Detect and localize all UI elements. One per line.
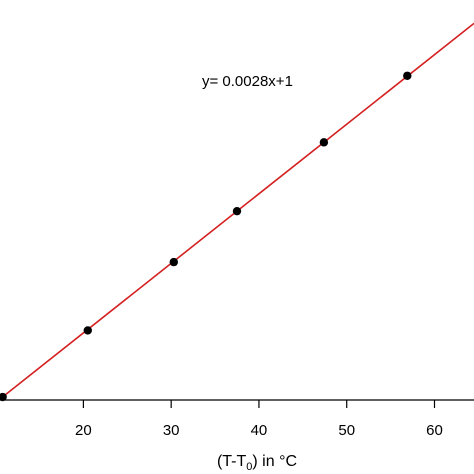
data-point-3: [169, 257, 178, 267]
x-tick-label-60: 60: [426, 422, 443, 439]
x-tick-label-50: 50: [338, 422, 355, 439]
x-axis-title-tail: ) in °C: [252, 453, 297, 470]
data-point-1: [0, 392, 7, 402]
x-axis-title-subscript: 0: [246, 461, 252, 473]
data-point-5: [319, 138, 329, 147]
data-point-4: [232, 206, 242, 216]
x-axis: 20 30 40 50 60: [0, 399, 474, 439]
x-tick-label-20: 20: [75, 422, 92, 439]
data-point-2: [83, 326, 92, 335]
data-point-6: [403, 71, 412, 80]
x-tick-label-30: 30: [163, 422, 180, 439]
x-axis-title-main: (T-T: [217, 453, 247, 470]
data-points: [0, 71, 412, 402]
equation-annotation: y= 0.0028x+1: [202, 73, 293, 90]
x-tick-label-40: 40: [251, 422, 268, 439]
x-axis-title: (T-T0) in °C: [217, 453, 297, 473]
